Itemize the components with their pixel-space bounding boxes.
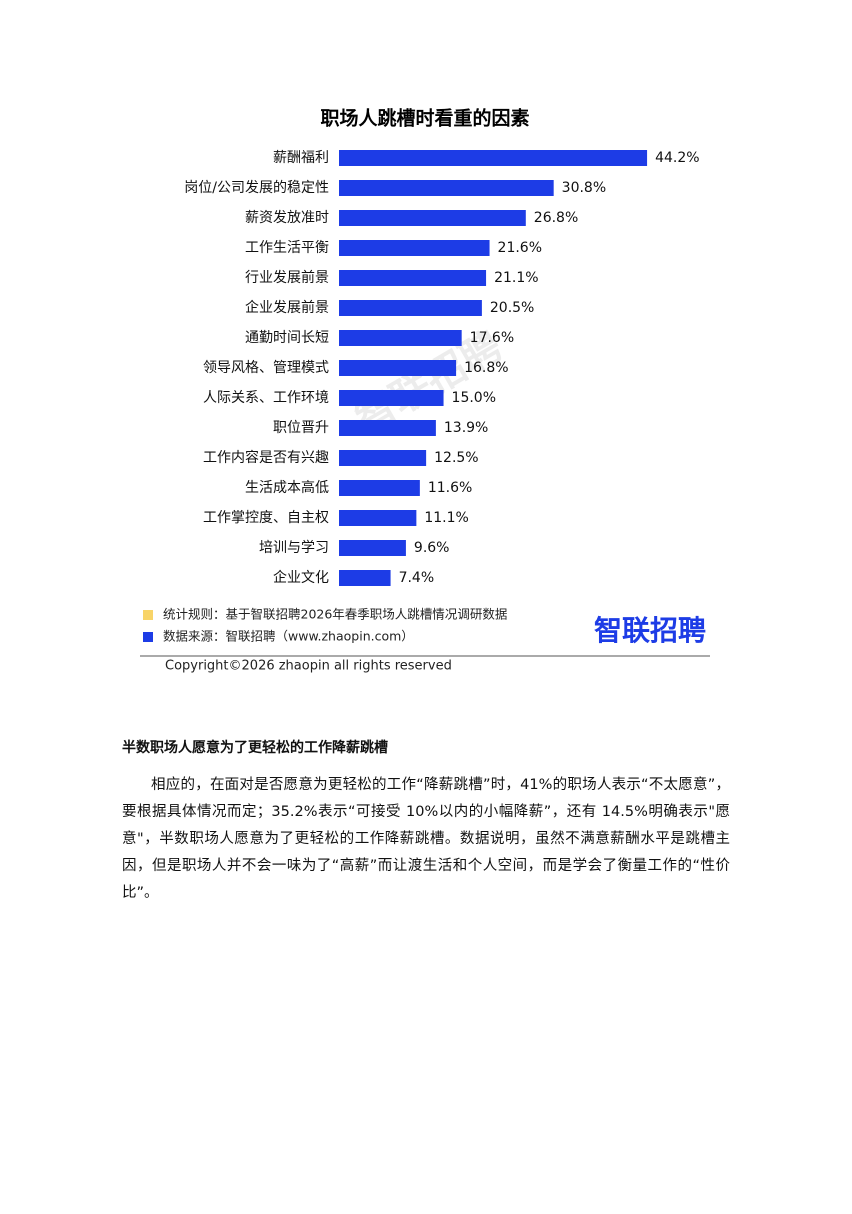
value-label: 21.1% (494, 270, 538, 286)
category-label: 工作生活平衡 (245, 240, 329, 256)
bar (339, 570, 391, 586)
bar (339, 300, 482, 316)
bar (339, 420, 436, 436)
value-label: 26.8% (534, 210, 578, 226)
value-label: 44.2% (655, 150, 699, 166)
value-label: 12.5% (434, 450, 478, 466)
bar (339, 390, 444, 406)
bar (339, 210, 526, 226)
legend-swatch (143, 610, 153, 620)
value-label: 17.6% (470, 330, 514, 346)
category-label: 领导风格、管理模式 (203, 360, 329, 376)
value-label: 11.6% (428, 480, 472, 496)
value-label: 20.5% (490, 300, 534, 316)
bar (339, 240, 490, 256)
value-label: 11.1% (424, 510, 468, 526)
bar (339, 180, 554, 196)
section: 半数职场人愿意为了更轻松的工作降薪跳槽 相应的，在面对是否愿意为更轻松的工作“降… (122, 736, 730, 907)
bar (339, 330, 462, 346)
category-label: 人际关系、工作环境 (203, 390, 329, 406)
category-label: 薪酬福利 (273, 150, 329, 166)
category-label: 企业发展前景 (245, 299, 329, 316)
category-label: 生活成本高低 (245, 479, 329, 496)
note-text: 统计规则：基于智联招聘2026年春季职场人跳槽情况调研数据 (163, 607, 507, 622)
copyright: Copyright©2026 zhaopin all rights reserv… (165, 659, 452, 674)
category-label: 职位晋升 (273, 420, 329, 436)
bar (339, 270, 487, 286)
value-label: 30.8% (562, 180, 606, 196)
bar (339, 450, 427, 466)
legend-swatch (143, 632, 153, 642)
category-label: 企业文化 (273, 569, 329, 586)
logo: 智联招聘 (594, 614, 706, 647)
value-label: 21.6% (498, 240, 542, 256)
chart-title: 职场人跳槽时看重的因素 (320, 107, 529, 130)
category-label: 工作掌控度、自主权 (203, 510, 329, 526)
note-text: 数据来源：智联招聘（www.zhaopin.com） (163, 629, 414, 644)
section-paragraph: 相应的，在面对是否愿意为更轻松的工作“降薪跳槽”时，41%的职场人表示“不太愿意… (122, 777, 730, 901)
bar (339, 360, 457, 376)
category-label: 培训与学习 (259, 540, 329, 556)
value-label: 15.0% (452, 390, 496, 406)
value-label: 7.4% (399, 570, 435, 586)
value-label: 13.9% (444, 420, 488, 436)
category-label: 岗位/公司发展的稳定性 (184, 180, 329, 196)
category-label: 工作内容是否有兴趣 (203, 449, 329, 466)
bar (339, 540, 406, 556)
category-label: 通勤时间长短 (245, 330, 329, 346)
chart: 职场人跳槽时看重的因素 智联招聘 智联招聘 Copyright©2026 zha… (140, 107, 710, 674)
value-label: 9.6% (414, 540, 450, 556)
bar (339, 510, 417, 526)
value-label: 16.8% (464, 360, 508, 376)
bar (339, 150, 648, 166)
bar (339, 480, 420, 496)
category-label: 薪资发放准时 (245, 210, 329, 226)
category-label: 行业发展前景 (245, 269, 329, 286)
section-heading: 半数职场人愿意为了更轻松的工作降薪跳槽 (122, 740, 388, 756)
